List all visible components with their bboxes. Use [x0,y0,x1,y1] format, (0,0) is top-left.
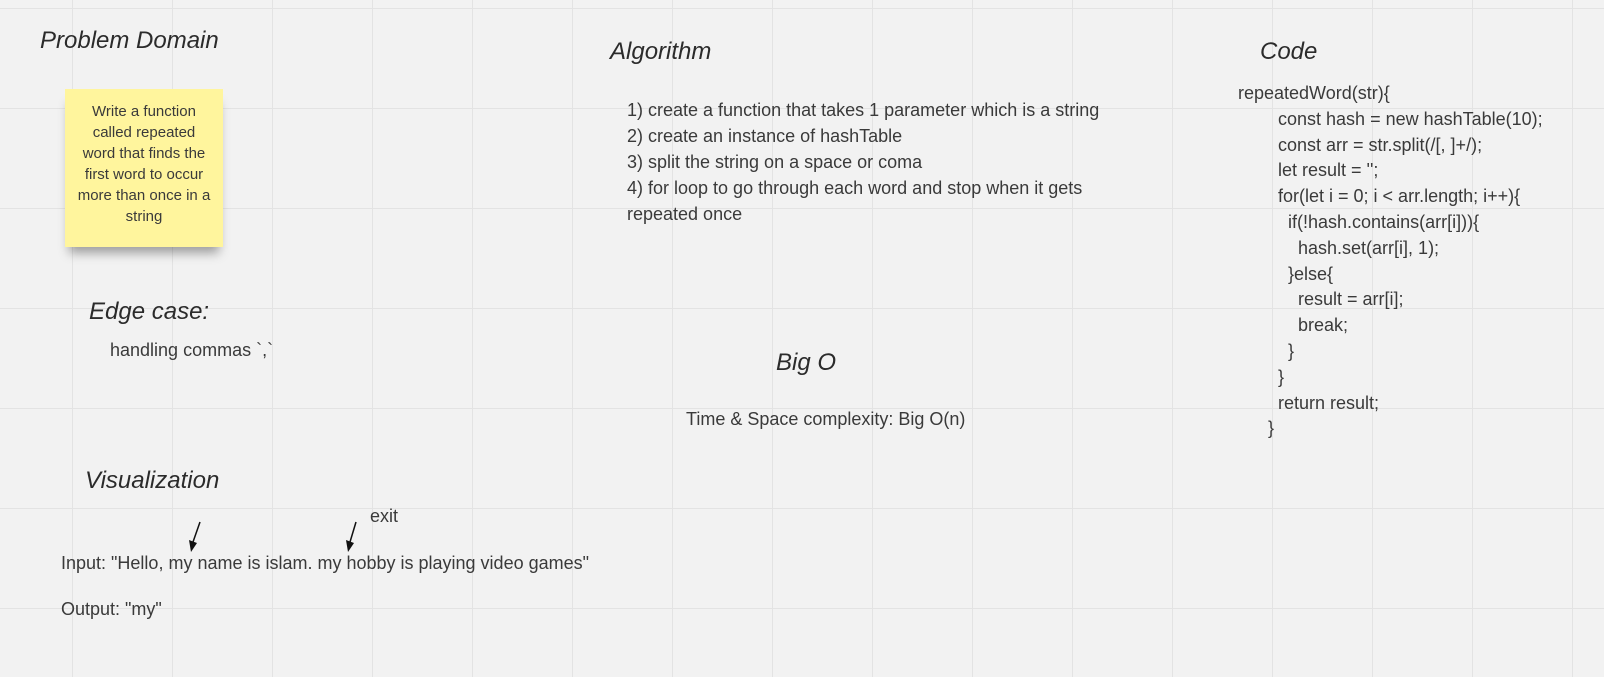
code-line: const hash = new hashTable(10); [1238,108,1543,129]
algorithm-steps: 1) create a function that takes 1 parame… [627,97,1147,227]
algorithm-heading: Algorithm [610,38,712,65]
arrow-second-my [346,521,357,552]
algorithm-step: 4) for loop to go through each word and … [627,178,1083,224]
code-line: } [1238,418,1275,439]
code-line: return result; [1238,392,1380,413]
code-heading: Code [1260,38,1318,65]
code-line: repeatedWord(str){ [1238,83,1390,103]
code-line: const arr = str.split(/[, ]+/); [1238,134,1483,155]
algorithm-step: 1) create a function that takes 1 parame… [627,100,1100,120]
code-line: } [1238,366,1285,387]
code-line: let result = ''; [1238,160,1379,181]
big-o-heading: Big O [776,349,837,376]
exit-label: exit [370,506,399,526]
code-line: if(!hash.contains(arr[i])){ [1238,211,1480,232]
problem-domain-heading: Problem Domain [40,27,219,54]
visualization-heading: Visualization [85,467,220,494]
visualization-input: Input: "Hello, my name is islam. my hobb… [61,553,590,573]
code-line: for(let i = 0; i < arr.length; i++){ [1238,186,1521,207]
code-line: hash.set(arr[i], 1); [1238,237,1440,258]
arrow-first-my [189,521,201,552]
edge-case-heading: Edge case: [89,298,210,325]
edge-case-text: handling commas `,` [110,340,274,360]
sticky-note-text: Write a function called repeated word th… [77,103,211,225]
big-o-text: Time & Space complexity: Big O(n) [686,409,966,429]
code-snippet: repeatedWord(str){ const hash = new hash… [1238,81,1543,442]
code-line: }else{ [1238,263,1334,284]
code-line: break; [1238,315,1349,336]
visualization-output: Output: "my" [61,599,162,619]
code-line: result = arr[i]; [1238,289,1404,310]
algorithm-step: 3) split the string on a space or coma [627,152,923,172]
problem-sticky-note[interactable]: Write a function called repeated word th… [65,89,223,247]
algorithm-step: 2) create an instance of hashTable [627,126,903,146]
code-line: } [1238,340,1295,361]
